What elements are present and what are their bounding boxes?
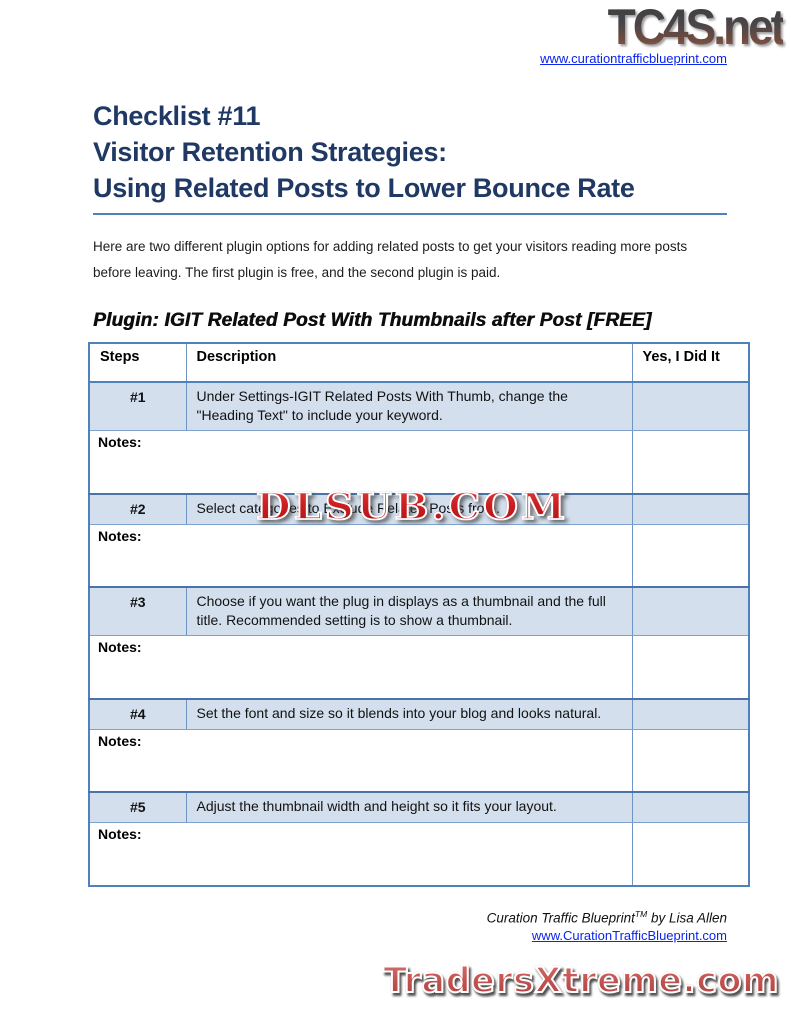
- did-it-checkbox-cell[interactable]: [631, 381, 750, 431]
- step-number-cell: #4: [88, 697, 187, 730]
- dlsub-watermark: DLSUB.COM: [255, 484, 569, 529]
- checklist-table: Steps Description Yes, I Did It #1 Under…: [88, 342, 750, 887]
- notes-row: Notes:: [88, 523, 750, 588]
- footer-credit-suffix: by Lisa Allen: [647, 910, 727, 925]
- notes-label: Notes:: [98, 639, 142, 655]
- bottom-logo-row: TradersXtreme.com: [0, 960, 779, 1002]
- did-it-checkbox-cell[interactable]: [631, 791, 750, 823]
- notes-label: Notes:: [98, 434, 142, 450]
- column-header-yes-i-did-it: Yes, I Did It: [631, 342, 750, 383]
- notes-side-cell: [631, 635, 750, 699]
- page-title-line2: Visitor Retention Strategies:: [93, 137, 447, 167]
- step-row: #3 Choose if you want the plug in displa…: [88, 586, 750, 636]
- notes-input-cell[interactable]: Notes:: [88, 728, 633, 793]
- footer-link-row: www.CurationTrafficBlueprint.com: [0, 927, 727, 945]
- notes-label: Notes:: [98, 527, 142, 544]
- curation-traffic-footer-link[interactable]: www.CurationTrafficBlueprint.com: [531, 928, 727, 943]
- title-block: Checklist #11 Visitor Retention Strategi…: [93, 98, 727, 206]
- tm-mark: TM: [634, 908, 648, 919]
- notes-label: Notes:: [98, 732, 142, 749]
- curation-traffic-header-link[interactable]: www.curationtrafficblueprint.com: [540, 51, 727, 66]
- step-number-cell: #2: [88, 492, 187, 525]
- step-row: #1 Under Settings-IGIT Related Posts Wit…: [88, 381, 750, 431]
- footer-credit-name: Curation Traffic Blueprint: [486, 910, 635, 925]
- did-it-checkbox-cell[interactable]: [631, 492, 750, 525]
- plugin-section-heading: Plugin: IGIT Related Post With Thumbnail…: [93, 310, 652, 331]
- column-header-description: Description: [185, 342, 633, 383]
- table-header-row: Steps Description Yes, I Did It: [88, 342, 750, 383]
- step-description-cell: Adjust the thumbnail width and height so…: [185, 791, 633, 823]
- step-number-cell: #3: [88, 586, 187, 636]
- step-description-cell: Select categories to Exclude Related Pos…: [185, 492, 633, 525]
- title-divider: [93, 213, 727, 215]
- tc4s-logo: TC4S.net: [607, 0, 786, 55]
- step-row: #4 Set the font and size so it blends in…: [88, 697, 750, 730]
- notes-input-cell[interactable]: Notes:: [88, 822, 633, 886]
- step-description-cell: Set the font and size so it blends into …: [185, 697, 633, 730]
- notes-row: Notes:: [88, 728, 750, 793]
- page-title-line1: Checklist #11: [93, 101, 261, 131]
- footer-credit: Curation Traffic BlueprintTM by Lisa All…: [0, 909, 727, 926]
- did-it-checkbox-cell[interactable]: [631, 697, 750, 730]
- notes-row: Notes:: [88, 635, 750, 699]
- column-header-steps: Steps: [88, 342, 187, 383]
- step-number-cell: #1: [88, 381, 187, 431]
- notes-row: Notes:: [88, 430, 750, 494]
- notes-input-cell[interactable]: Notes:: [88, 523, 633, 588]
- notes-side-cell: [631, 822, 750, 886]
- header-link-row: www.curationtrafficblueprint.com: [0, 50, 791, 68]
- step-number-cell: #5: [88, 791, 187, 823]
- notes-row: Notes:: [88, 822, 750, 886]
- tradersxtreme-logo: TradersXtreme.com: [382, 960, 779, 1002]
- page-title-line3: Using Related Posts to Lower Bounce Rate: [93, 173, 635, 203]
- notes-input-cell[interactable]: Notes:: [88, 430, 633, 494]
- step-description-cell: Under Settings-IGIT Related Posts With T…: [185, 381, 633, 431]
- did-it-checkbox-cell[interactable]: [631, 586, 750, 636]
- notes-side-cell: [631, 728, 750, 793]
- notes-side-cell: [631, 523, 750, 588]
- notes-label: Notes:: [98, 826, 142, 842]
- notes-side-cell: [631, 430, 750, 494]
- step-row: #5 Adjust the thumbnail width and height…: [88, 791, 750, 823]
- intro-paragraph: Here are two different plugin options fo…: [93, 239, 688, 280]
- step-description-cell: Choose if you want the plug in displays …: [185, 586, 633, 636]
- notes-input-cell[interactable]: Notes:: [88, 635, 633, 699]
- page-header: TC4S.net: [0, 0, 791, 52]
- step-row: #2 Select categories to Exclude Related …: [88, 492, 750, 525]
